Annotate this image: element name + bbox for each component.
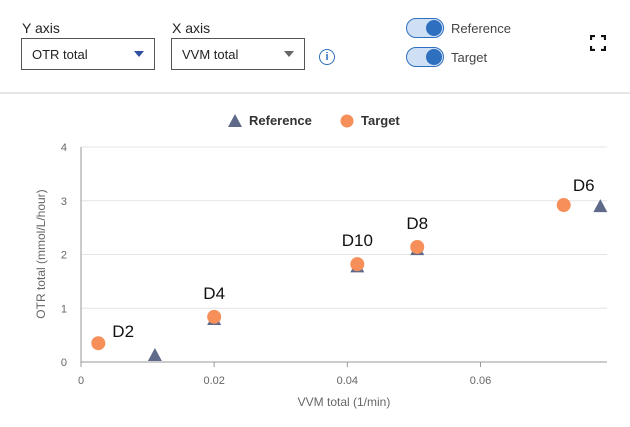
info-icon[interactable]: i	[319, 49, 335, 65]
y-axis-select[interactable]: OTR total	[21, 38, 155, 70]
y-tick-label: 4	[61, 142, 67, 154]
chevron-down-icon	[284, 51, 294, 57]
legend-reference-label: Reference	[249, 113, 312, 128]
y-tick-label: 0	[61, 357, 67, 369]
fullscreen-icon[interactable]	[590, 35, 606, 51]
x-tick-label: 0	[78, 375, 84, 387]
x-tick-label: 0.06	[470, 375, 491, 387]
reference-point	[350, 259, 365, 273]
target-toggle-label: Target	[451, 50, 488, 65]
reference-point	[207, 312, 222, 325]
x-axis-value: VVM total	[182, 46, 239, 62]
reference-point	[147, 348, 162, 362]
y-tick-label: 1	[61, 303, 67, 315]
y-axis-value: OTR total	[32, 46, 88, 62]
chevron-down-icon	[134, 51, 144, 57]
reference-point	[593, 199, 608, 213]
y-axis-label: Y axis	[22, 20, 60, 36]
y-tick-label: 2	[61, 250, 67, 262]
x-axis-title: VVM total (1/min)	[298, 395, 391, 409]
point-label: D8	[406, 214, 428, 233]
x-tick-label: 0.04	[337, 375, 358, 387]
point-label: D6	[573, 176, 595, 195]
target-point	[91, 336, 106, 351]
x-axis-label: X axis	[172, 20, 211, 36]
target-point	[350, 257, 365, 272]
reference-toggle-label: Reference	[451, 21, 511, 36]
target-point	[207, 309, 222, 324]
legend-target-marker	[340, 114, 354, 128]
point-label: D2	[112, 322, 134, 341]
reference-point	[410, 242, 425, 256]
divider	[0, 92, 630, 94]
y-axis-title: OTR total (mmol/L/hour)	[34, 189, 48, 318]
target-point	[410, 239, 425, 254]
reference-toggle[interactable]	[406, 18, 444, 38]
legend: Reference Target	[228, 113, 400, 128]
x-axis-select[interactable]: VVM total	[171, 38, 305, 70]
point-label: D10	[342, 231, 373, 250]
point-label: D4	[203, 284, 225, 303]
target-point	[556, 198, 571, 213]
legend-target-label: Target	[361, 113, 400, 128]
legend-reference-marker	[228, 114, 242, 127]
target-toggle[interactable]	[406, 47, 444, 67]
x-tick-label: 0.02	[203, 375, 224, 387]
y-tick-label: 3	[61, 196, 67, 208]
